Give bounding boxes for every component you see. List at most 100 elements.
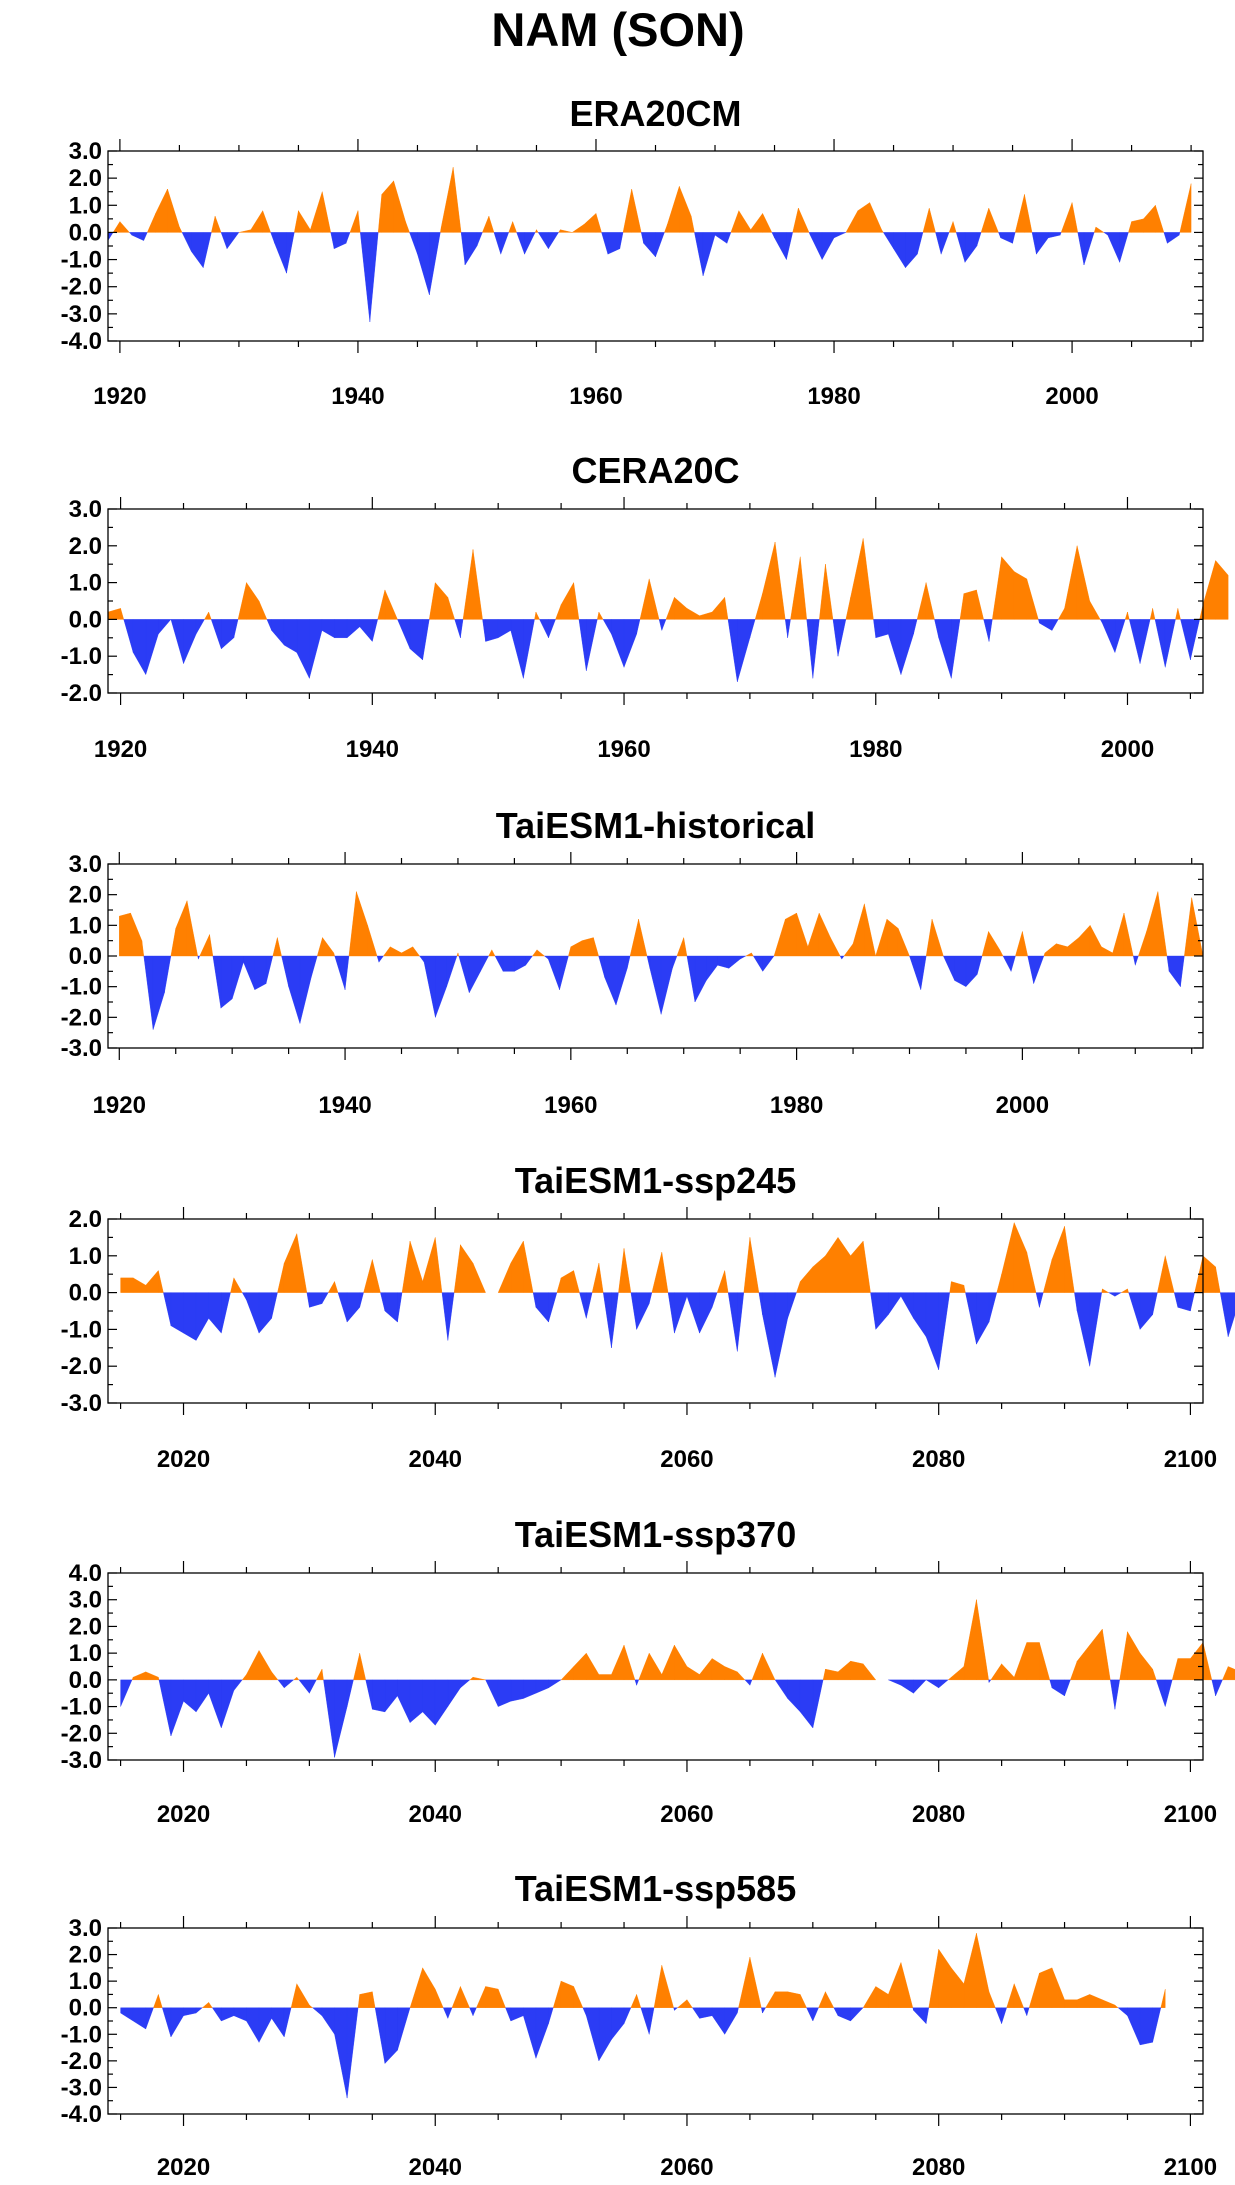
x-tick-label: 2060 bbox=[660, 1801, 713, 1828]
x-tick-label: 1960 bbox=[569, 383, 622, 410]
y-tick-label: -4.0 bbox=[61, 2101, 102, 2128]
y-tick-label: -1.0 bbox=[61, 1316, 102, 1343]
x-tick-label: 2040 bbox=[409, 2154, 462, 2181]
y-tick-label: 0.0 bbox=[69, 606, 102, 633]
x-tick-label: 2020 bbox=[157, 1446, 210, 1473]
y-tick-label: 0.0 bbox=[69, 1995, 102, 2022]
y-tick-label: 2.0 bbox=[69, 1613, 102, 1640]
x-tick-label: 2040 bbox=[409, 1801, 462, 1828]
figure-title: NAM (SON) bbox=[491, 3, 744, 56]
panel-4: TaiESM1-ssp245 2.0 1.0 0.0 -1.0 -2.0 -3.0 2020 2… bbox=[61, 1160, 1235, 1473]
y-tick-label: 0.0 bbox=[69, 1667, 102, 1694]
x-tick-label: 2020 bbox=[157, 2154, 210, 2181]
y-tick-label: -2.0 bbox=[61, 274, 102, 301]
x-tick-label: 2000 bbox=[996, 1092, 1049, 1119]
panel-title: TaiESM1-historical bbox=[496, 805, 815, 846]
y-tick-label: 0.0 bbox=[69, 219, 102, 246]
y-tick-label: 2.0 bbox=[69, 533, 102, 560]
y-tick-label: -3.0 bbox=[61, 1390, 102, 1417]
y-tick-label: -1.0 bbox=[61, 974, 102, 1001]
x-tick-label: 1920 bbox=[94, 736, 147, 763]
y-tick-label: 0.0 bbox=[69, 1280, 102, 1307]
x-tick-label: 2020 bbox=[157, 1801, 210, 1828]
negative-anomaly-area bbox=[120, 1679, 1223, 1758]
x-tick-label: 2080 bbox=[912, 1801, 965, 1828]
y-tick-label: 0.0 bbox=[69, 943, 102, 970]
y-tick-label: 1.0 bbox=[69, 1640, 102, 1667]
x-tick-label: 1920 bbox=[93, 383, 146, 410]
panel-title: ERA20CM bbox=[569, 93, 741, 134]
x-tick-label: 1940 bbox=[318, 1092, 371, 1119]
positive-anomaly-area bbox=[153, 1933, 1166, 2008]
x-tick-label: 2040 bbox=[409, 1446, 462, 1473]
x-tick-label: 1920 bbox=[93, 1092, 146, 1119]
x-tick-label: 1940 bbox=[346, 736, 399, 763]
positive-anomaly-area bbox=[120, 1222, 1221, 1293]
plot-frame bbox=[107, 508, 1204, 694]
positive-anomaly-area bbox=[131, 1599, 1235, 1681]
y-tick-label: 2.0 bbox=[69, 165, 102, 192]
y-tick-label: 3.0 bbox=[69, 138, 102, 165]
y-tick-label: -3.0 bbox=[61, 1035, 102, 1062]
x-tick-label: 2060 bbox=[660, 1446, 713, 1473]
y-tick-label: -2.0 bbox=[61, 1720, 102, 1747]
negative-anomaly-area bbox=[123, 619, 1200, 683]
x-tick-label: 2100 bbox=[1164, 2154, 1217, 2181]
y-tick-label: 3.0 bbox=[69, 1587, 102, 1614]
y-tick-label: 1.0 bbox=[69, 1243, 102, 1270]
y-tick-label: -3.0 bbox=[61, 2074, 102, 2101]
y-tick-label: 2.0 bbox=[69, 1206, 102, 1233]
y-tick-label: 2.0 bbox=[69, 882, 102, 909]
x-tick-label: 1940 bbox=[331, 383, 384, 410]
y-tick-label: 3.0 bbox=[69, 851, 102, 878]
x-tick-label: 2100 bbox=[1164, 1801, 1217, 1828]
y-tick-label: 4.0 bbox=[69, 1560, 102, 1587]
negative-anomaly-area bbox=[107, 232, 1181, 323]
positive-anomaly-area bbox=[119, 891, 1204, 957]
panel-3: TaiESM1-historical 3.0 2.0 1.0 0.0 -1.0 -2.0 -3… bbox=[61, 805, 1204, 1119]
y-tick-label: -3.0 bbox=[61, 1747, 102, 1774]
y-tick-label: -3.0 bbox=[61, 301, 102, 328]
x-tick-label: 1980 bbox=[770, 1092, 823, 1119]
y-tick-label: 3.0 bbox=[69, 1915, 102, 1942]
x-tick-label: 2080 bbox=[912, 2154, 965, 2181]
x-tick-label: 1980 bbox=[807, 383, 860, 410]
negative-anomaly-area bbox=[163, 1292, 1235, 1378]
y-tick-label: -2.0 bbox=[61, 2048, 102, 2075]
y-tick-label: -2.0 bbox=[61, 1004, 102, 1031]
y-tick-label: 1.0 bbox=[69, 1968, 102, 1995]
panel-title: TaiESM1-ssp585 bbox=[515, 1868, 796, 1909]
y-tick-label: -1.0 bbox=[61, 643, 102, 670]
y-tick-label: 1.0 bbox=[69, 912, 102, 939]
x-tick-label: 1960 bbox=[544, 1092, 597, 1119]
x-tick-label: 2000 bbox=[1045, 383, 1098, 410]
x-tick-label: 2060 bbox=[660, 2154, 713, 2181]
negative-anomaly-area bbox=[120, 2007, 1162, 2099]
plot-frame bbox=[107, 1927, 1204, 2115]
panel-2: CERA20C 3.0 2.0 1.0 0.0 -1.0 -2.0 1920 1940 1960 1… bbox=[61, 450, 1229, 763]
panel-title: TaiESM1-ssp370 bbox=[515, 1514, 796, 1555]
panel-title: TaiESM1-ssp245 bbox=[515, 1160, 796, 1201]
y-tick-label: -1.0 bbox=[61, 2021, 102, 2048]
panel-5: TaiESM1-ssp370 4.03.02.01.00.0-1.0-2.0-3.… bbox=[61, 1514, 1235, 1828]
positive-anomaly-area bbox=[112, 167, 1192, 233]
x-tick-label: 1960 bbox=[597, 736, 650, 763]
panel-title: CERA20C bbox=[571, 450, 739, 491]
y-tick-label: -2.0 bbox=[61, 680, 102, 707]
y-tick-label: -1.0 bbox=[61, 247, 102, 274]
x-tick-label: 2080 bbox=[912, 1446, 965, 1473]
negative-anomaly-area bbox=[143, 955, 1185, 1030]
x-tick-label: 2000 bbox=[1101, 736, 1154, 763]
x-tick-label: 2100 bbox=[1164, 1446, 1217, 1473]
y-tick-label: -2.0 bbox=[61, 1353, 102, 1380]
y-tick-label: 3.0 bbox=[69, 496, 102, 523]
y-tick-label: 1.0 bbox=[69, 192, 102, 219]
x-tick-label: 1980 bbox=[849, 736, 902, 763]
panel-1: ERA20CM 3.02.01.00.0-1.0-2.0-3.0-4.0 1920 1… bbox=[61, 93, 1204, 410]
y-tick-label: 1.0 bbox=[69, 570, 102, 597]
y-tick-label: 2.0 bbox=[69, 1942, 102, 1969]
positive-anomaly-area bbox=[107, 538, 1229, 620]
panel-6: TaiESM1-ssp585 3.02.01.00.0-1.0-2.0-3.0-4… bbox=[61, 1868, 1217, 2181]
